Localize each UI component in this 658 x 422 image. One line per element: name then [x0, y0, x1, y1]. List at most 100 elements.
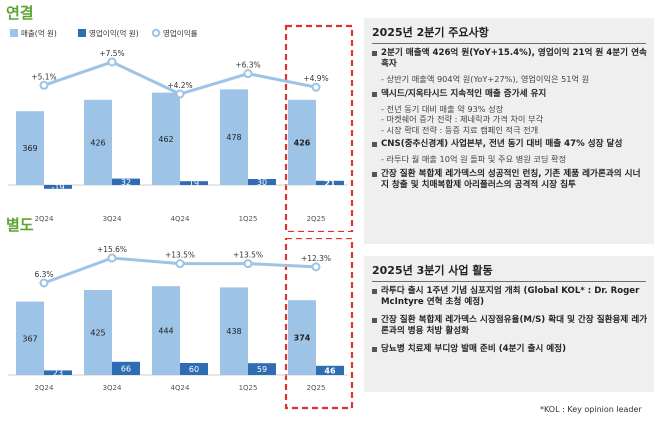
- op-margin-point: [243, 259, 253, 269]
- sales-bar: [220, 89, 248, 185]
- sales-bar: [16, 111, 44, 185]
- bullet-icon: [372, 51, 377, 56]
- q2-sub-item: - 시장 확대 전략 : 등증 치료 캠페인 적극 전개: [381, 124, 539, 135]
- legend-margin-marker: [151, 28, 161, 38]
- q3-item: 당뇨병 치료제 부디앙 발매 준비 (4분기 출시 예정): [372, 344, 648, 355]
- category-label: 3Q24: [103, 384, 122, 392]
- op-margin-point: [175, 259, 185, 269]
- q2-item: 2분기 매출액 426억 원(YoY+15.4%), 영업이익 21억 원 4분…: [372, 48, 648, 85]
- op-profit-bar-label: 60: [189, 365, 199, 374]
- sales-bar: [152, 286, 180, 375]
- legend-sales-swatch: [10, 29, 18, 37]
- op-profit-bar: [180, 181, 208, 185]
- sales-bar: [84, 290, 112, 375]
- bullet-icon: [372, 91, 377, 97]
- op-profit-bar: [112, 361, 140, 375]
- op-margin-point: [311, 262, 321, 272]
- legend-sales-label: 매출(억 원): [21, 28, 57, 38]
- op-margin-label: +12.3%: [301, 254, 331, 263]
- q3-item: 간장 질환 복합제 레가덱스 시장점유율(M/S) 확대 및 간장 질환용제 레…: [372, 315, 648, 337]
- category-label: 2Q25: [307, 215, 326, 223]
- q3-item: 라투다 출시 1주년 기념 심포지엄 개최 (Global KOL* : Dr.…: [372, 286, 648, 308]
- op-margin-label: +5.1%: [31, 72, 56, 81]
- op-margin-point: [311, 82, 321, 92]
- op-profit-bar-label: 19: [189, 179, 199, 188]
- sales-bar: [84, 99, 112, 185]
- op-profit-bar-label: 23: [53, 369, 63, 378]
- legend-margin-label: 영업이익률: [163, 28, 198, 38]
- op-margin-point: [175, 89, 185, 99]
- op-profit-bar: [248, 179, 276, 185]
- op-profit-bar: [112, 178, 140, 185]
- op-profit-bar-label: -19: [51, 183, 64, 192]
- op-profit-bar: [44, 370, 72, 375]
- q2-sub-item: - 마켓쉐어 증가 전략 : 제네릭과 가격 차이 부각: [381, 114, 544, 124]
- q2-item: 간장 질환 복합제 레가덱스의 성공적인 런칭, 기존 제품 레가론과의 시너지…: [372, 169, 648, 191]
- panel-q2-title: 2025년 2분기 주요사항: [372, 24, 646, 44]
- op-profit-bar: [248, 363, 276, 375]
- bullet-icon: [372, 318, 377, 323]
- op-margin-label: +7.5%: [99, 49, 124, 58]
- op-profit-bar: [44, 185, 72, 189]
- op-profit-bar-label: 59: [257, 365, 267, 374]
- q2-item-text: 간장 질환 복합제 레가덱스의 성공적인 런칭, 기존 제품 레가론과의 시너지…: [381, 168, 641, 190]
- chart-separate-svg: 367 23 2Q24 425 66 3Q24 444 60 4Q24 438 59 1Q25 374 4…: [8, 236, 354, 410]
- sales-bar: [288, 99, 316, 185]
- highlight-box: [284, 236, 354, 410]
- op-margin-label: +4.9%: [303, 74, 328, 83]
- op-profit-bar: [316, 365, 344, 375]
- q2-item-text: 덱시드/지옥타시드 지속적인 매출 증가세 유지: [381, 88, 547, 99]
- op-margin-label: +13.5%: [165, 251, 195, 260]
- q3-item-text: 간장 질환 복합제 레가덱스 시장점유율(M/S) 확대 및 간장 질환용제 레…: [381, 315, 648, 336]
- q2-sub-item: - 상반기 매출액 904억 원(YoY+27%), 영업이익은 51억 원: [381, 74, 590, 84]
- section-title-consolidated: 연결: [6, 4, 34, 22]
- section-title-separate: 별도: [6, 216, 34, 234]
- bullet-icon: [372, 289, 377, 294]
- op-margin-label: 6.3%: [34, 270, 53, 279]
- panel-q3-activities: 2025년 3분기 사업 활동 라투다 출시 1주년 기념 심포지엄 개최 (G…: [364, 256, 654, 392]
- op-margin-point: [107, 57, 117, 67]
- category-label: 1Q25: [239, 215, 258, 223]
- panel-q2-items: 2분기 매출액 426억 원(YoY+15.4%), 영업이익 21억 원 4분…: [372, 48, 648, 191]
- q2-sub-item: - 전년 동기 대비 매출 약 93% 성장: [381, 103, 504, 114]
- sales-bar-label: 426: [90, 138, 105, 147]
- op-profit-bar-label: 66: [121, 364, 131, 373]
- category-label: 2Q24: [35, 384, 54, 392]
- category-label: 4Q24: [171, 384, 190, 392]
- q3-item-text: 당뇨병 치료제 부디앙 발매 준비 (4분기 출시 예정): [381, 344, 566, 354]
- chart-consolidated-svg: 369 -19 2Q24 426 32 3Q24 462 19 4Q24 478 30 1Q25 426…: [8, 24, 354, 234]
- sales-bar-label: 444: [158, 327, 173, 336]
- q3-item-text: 라투다 출시 1주년 기념 심포지엄 개최 (Global KOL* : Dr.…: [381, 286, 640, 307]
- sales-bar: [220, 287, 248, 375]
- q2-item: CNS(중추신경계) 사업본부, 전년 동기 대비 매출 47% 성장 달성 - …: [372, 139, 648, 165]
- sales-bar: [16, 301, 44, 375]
- op-profit-bar-label: 30: [257, 178, 267, 187]
- sales-bar-label: 369: [22, 144, 37, 153]
- op-margin-point: [39, 80, 49, 90]
- category-label: 3Q24: [103, 215, 122, 223]
- sales-bar: [288, 300, 316, 375]
- q2-sub-item: - 라투다 월 매출 10억 원 돌파 및 주요 병원 코딩 확정: [381, 154, 567, 164]
- sales-bar-label: 426: [294, 138, 311, 147]
- chart-separate: 367 23 2Q24 425 66 3Q24 444 60 4Q24 438 59 1Q25 374 4…: [0, 236, 360, 410]
- q2-item-text: 2분기 매출액 426억 원(YoY+15.4%), 영업이익 21억 원 4분…: [381, 48, 647, 69]
- op-margin-label: +13.5%: [233, 251, 263, 260]
- op-profit-bar-label: 21: [324, 179, 336, 188]
- legend-op-profit-swatch: [78, 29, 86, 37]
- chart-consolidated: 369 -19 2Q24 426 32 3Q24 462 19 4Q24 478 30 1Q25 426…: [0, 22, 360, 234]
- sales-bar-label: 367: [22, 334, 37, 343]
- op-margin-point: [243, 69, 253, 79]
- op-margin-label: +4.2%: [167, 81, 192, 90]
- op-profit-bar-label: 46: [324, 366, 336, 375]
- q2-item: 덱시드/지옥타시드 지속적인 매출 증가세 유지 - 전년 동기 대비 매출 약 …: [372, 89, 648, 136]
- category-label: 4Q24: [171, 215, 190, 223]
- q2-item-text: CNS(중추신경계) 사업본부, 전년 동기 대비 매출 47% 성장 달성: [381, 139, 623, 149]
- op-profit-bar-label: 32: [121, 178, 131, 187]
- op-margin-label: +15.6%: [97, 245, 127, 254]
- category-label: 2Q24: [35, 215, 54, 223]
- panel-q3-items: 라투다 출시 1주년 기념 심포지엄 개최 (Global KOL* : Dr.…: [372, 286, 648, 355]
- panel-q2-highlights: 2025년 2분기 주요사항 2분기 매출액 426억 원(YoY+15.4%)…: [364, 18, 654, 244]
- sales-bar: [152, 92, 180, 185]
- op-profit-bar: [180, 363, 208, 375]
- sales-bar-label: 462: [158, 135, 173, 144]
